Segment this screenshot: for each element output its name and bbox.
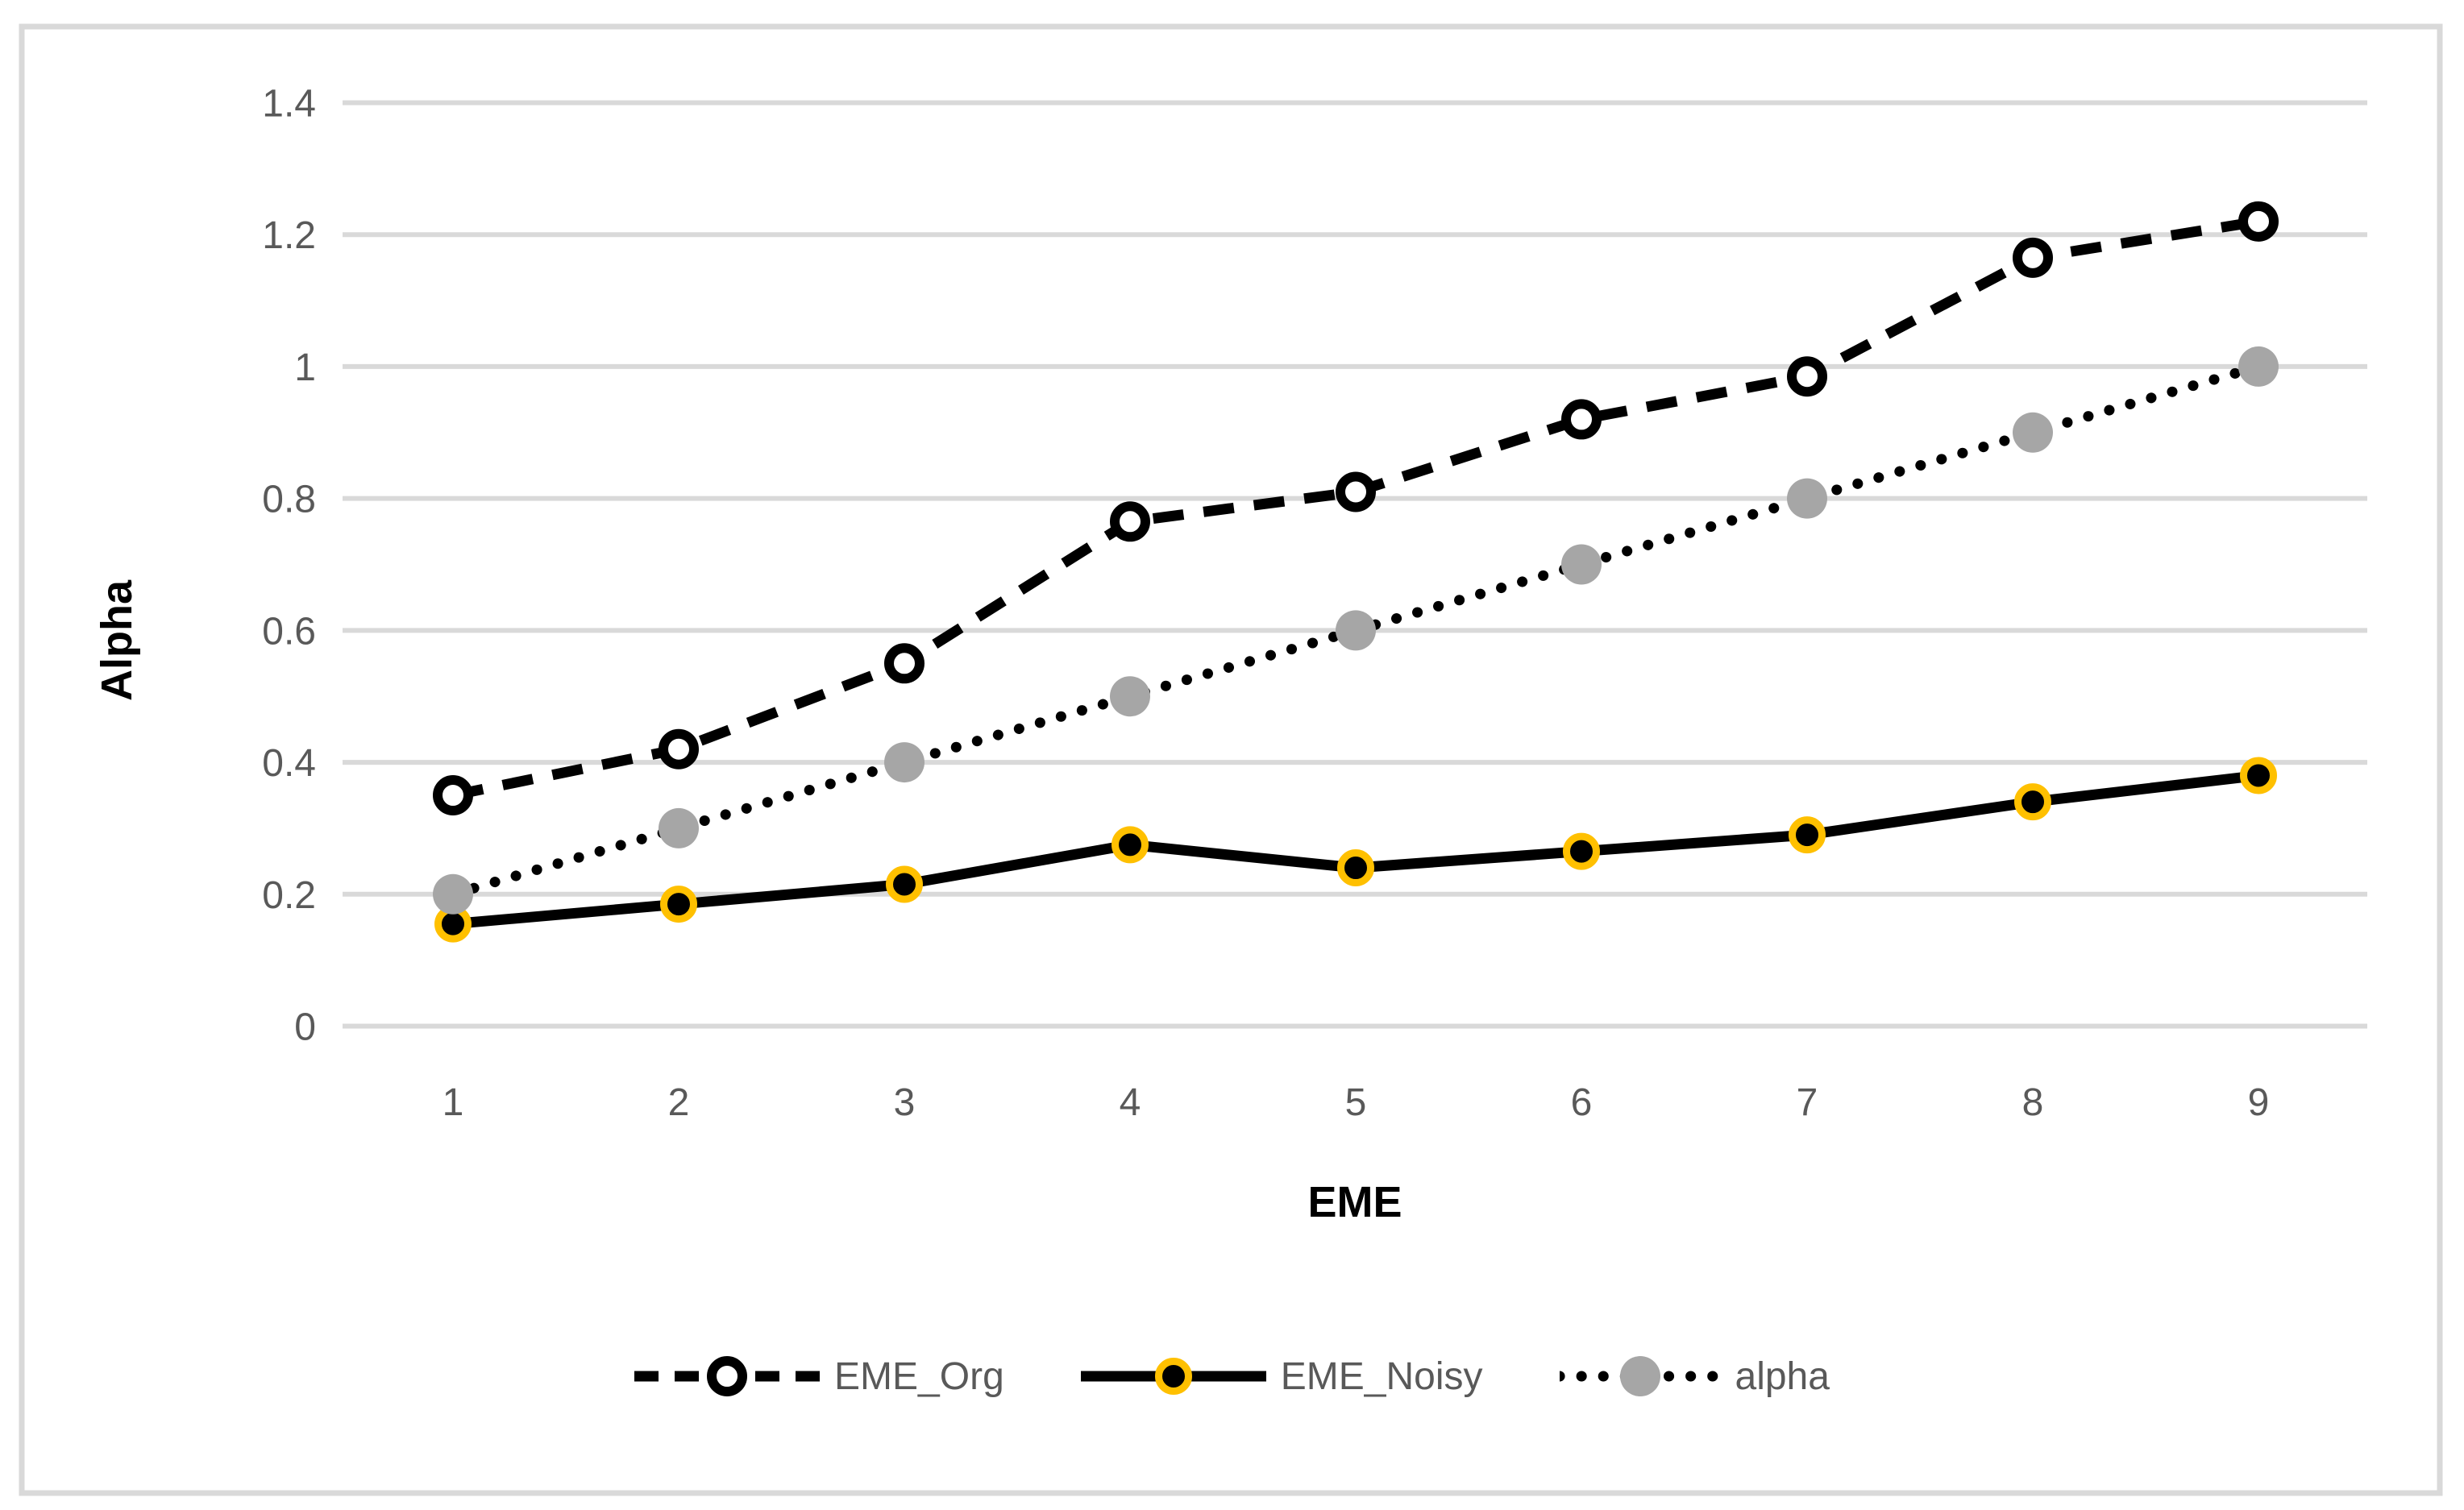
marker-alpha-x2 (659, 807, 699, 848)
marker-EME_Org-x9 (2238, 201, 2279, 242)
x-tick-label: 1 (443, 1081, 464, 1124)
y-tick-label: 0.4 (262, 742, 316, 785)
marker-EME_Noisy-x8 (2014, 783, 2051, 821)
legend-sample-EME_Noisy (1080, 1358, 1266, 1395)
x-tick-label: 7 (1797, 1081, 1818, 1124)
legend-label: EME_Org (834, 1354, 1004, 1398)
y-tick-label: 1 (294, 346, 316, 389)
marker-EME_Noisy-x7 (1789, 816, 1826, 854)
y-axis-tick-labels: 0 0.2 0.4 0.6 0.8 1 1.2 1.4 (262, 83, 316, 1049)
y-tick-label: 0.2 (262, 874, 316, 917)
legend-item-EME_Noisy: EME_Noisy (1080, 1350, 1483, 1402)
x-tick-label: 9 (2248, 1081, 2270, 1124)
gridlines-group (343, 100, 2367, 1029)
marker-EME_Noisy-x3 (886, 865, 923, 903)
x-tick-label: 2 (668, 1081, 690, 1124)
legend-sample-alpha (1559, 1356, 1721, 1396)
marker-EME_Noisy-x2 (660, 886, 697, 923)
chart-frame-border (19, 23, 2443, 1496)
legend-item-EME_Org: EME_Org (634, 1350, 1004, 1402)
marker-EME_Noisy-x6 (1563, 832, 1600, 870)
marker-alpha-x6 (1561, 544, 1602, 585)
x-tick-label: 3 (894, 1081, 916, 1124)
x-tick-label: 6 (1571, 1081, 1593, 1124)
legend-item-alpha: alpha (1559, 1350, 1830, 1402)
marker-alpha-x1 (433, 873, 473, 915)
y-tick-label: 1.2 (262, 214, 316, 257)
marker-EME_Org-x6 (1561, 399, 1602, 440)
marker-EME_Noisy-x9 (2240, 757, 2277, 794)
marker-EME_Org-x4 (1110, 501, 1150, 542)
marker-EME_Org-x7 (1787, 356, 1827, 397)
y-tick-label: 0 (294, 1006, 316, 1049)
marker-alpha-x9 (2238, 346, 2279, 387)
marker-EME_Noisy-x4 (1112, 826, 1149, 864)
y-tick-label: 0.8 (262, 479, 316, 521)
x-tick-label: 4 (1120, 1081, 1141, 1124)
marker-EME_Org-x1 (433, 775, 473, 816)
x-tick-label: 5 (1345, 1081, 1367, 1124)
y-tick-label: 0.6 (262, 610, 316, 653)
marker-alpha-x5 (1336, 610, 1376, 651)
y-tick-label: 1.4 (262, 83, 316, 126)
marker-EME_Org-x5 (1336, 471, 1376, 512)
marker-EME_Org-x8 (2013, 237, 2053, 278)
marker-EME_Org-x3 (884, 643, 925, 684)
legend: EME_Org EME_Noisy alpha (0, 1350, 2464, 1402)
y-axis-title: Alpha (93, 579, 141, 701)
series-group (433, 201, 2279, 943)
legend-sample-EME_Org (634, 1356, 821, 1396)
marker-alpha-x8 (2013, 412, 2053, 453)
x-tick-label: 8 (2022, 1081, 2044, 1124)
legend-marker-alpha (1619, 1356, 1660, 1396)
x-axis-title: EME (1307, 1178, 1402, 1226)
marker-EME_Org-x2 (659, 728, 699, 770)
marker-alpha-x4 (1110, 676, 1150, 717)
marker-EME_Noisy-x5 (1337, 849, 1374, 887)
marker-alpha-x3 (884, 742, 925, 783)
x-axis-tick-labels: 1 2 3 4 5 6 7 8 9 (443, 1081, 2270, 1124)
legend-marker-EME_Org (707, 1356, 748, 1396)
legend-marker-EME_Noisy (1154, 1358, 1192, 1395)
marker-alpha-x7 (1787, 478, 1827, 519)
legend-label: alpha (1735, 1354, 1830, 1398)
legend-label: EME_Noisy (1280, 1354, 1483, 1398)
